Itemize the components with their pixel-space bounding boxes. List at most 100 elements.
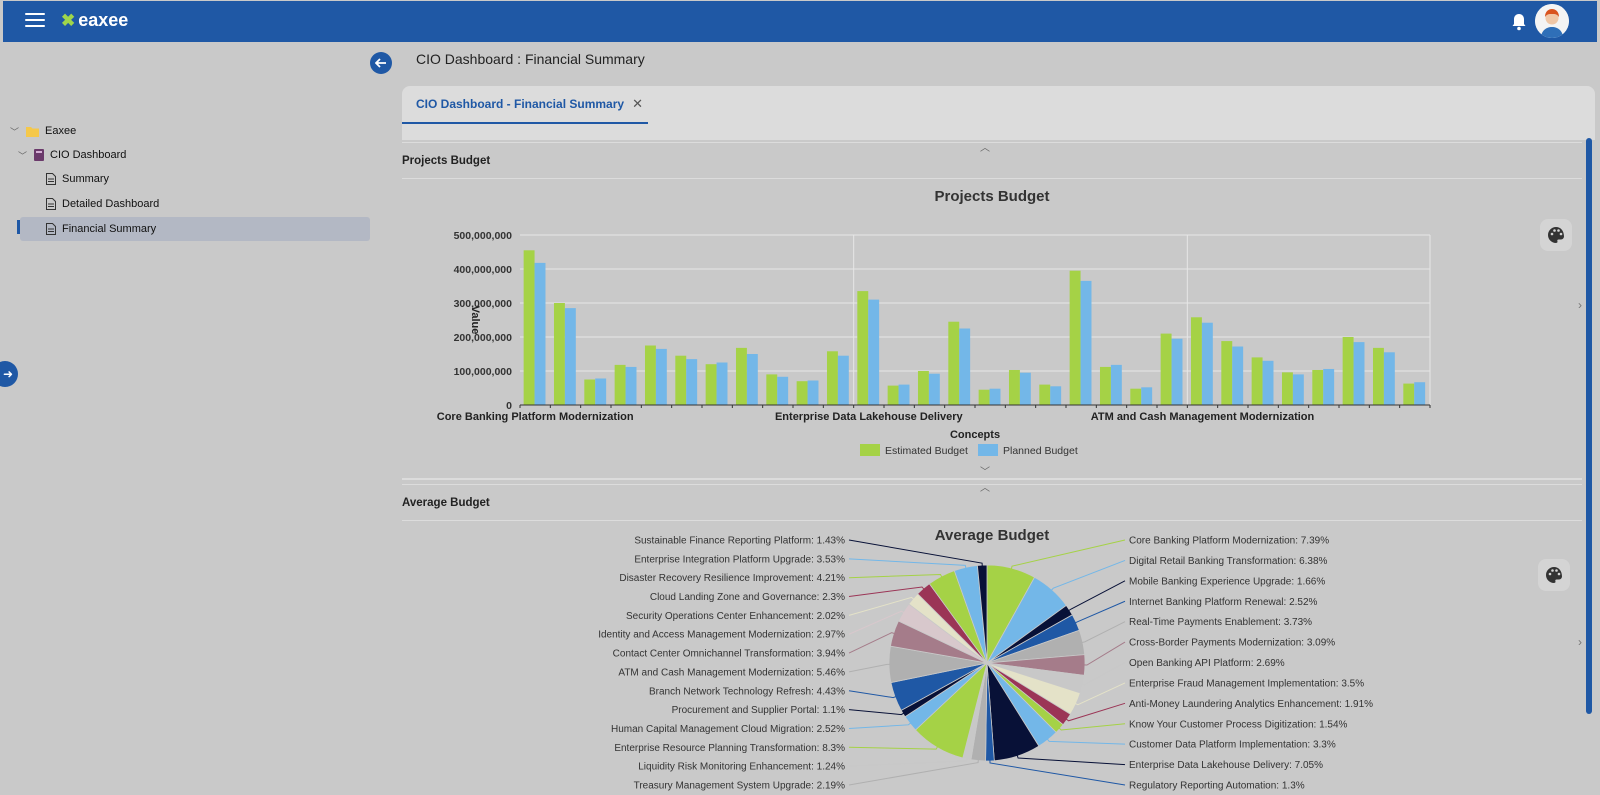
y-tick-label: 400,000,000 — [454, 264, 513, 276]
pie-label: Internet Banking Platform Renewal: 2.52% — [1129, 597, 1318, 608]
bar — [1414, 382, 1426, 405]
bar — [1292, 374, 1304, 405]
average-budget-panel: ︿ Average Budget Average Budget › Core B… — [402, 483, 1582, 792]
bar — [959, 328, 971, 405]
pie-label: Enterprise Resource Planning Transformat… — [614, 743, 845, 754]
active-indicator — [17, 220, 20, 234]
bar — [644, 345, 656, 405]
bar — [625, 366, 637, 405]
collapse-up-icon[interactable]: ︿ — [980, 483, 990, 494]
user-avatar[interactable] — [1535, 4, 1569, 38]
back-button[interactable] — [370, 52, 392, 74]
document-icon — [46, 198, 56, 210]
bar — [1251, 357, 1263, 405]
bar — [1069, 270, 1081, 405]
y-tick-label: 100,000,000 — [454, 366, 513, 378]
menu-icon[interactable] — [25, 13, 45, 29]
document-icon — [46, 173, 56, 185]
arrow-right-icon: ➜ — [2, 367, 14, 381]
pie-leader-line — [989, 756, 1126, 786]
chevron-down-icon[interactable]: ﹀ — [10, 126, 20, 137]
palette-button[interactable] — [1538, 559, 1570, 591]
bar — [686, 359, 698, 405]
sidebar-item-financial-summary[interactable]: Financial Summary — [20, 217, 370, 241]
bar — [978, 389, 990, 405]
bar — [553, 303, 565, 405]
sidebar-item-detailed-dashboard[interactable]: Detailed Dashboard — [46, 193, 159, 215]
collapse-down-icon[interactable]: ﹀ — [980, 467, 990, 478]
bar — [716, 362, 728, 405]
bar — [595, 378, 607, 405]
bar — [1201, 322, 1213, 405]
pie-leader-line — [1062, 702, 1126, 722]
bar — [1171, 338, 1183, 405]
folder-icon — [26, 126, 39, 137]
sidebar-item-cio-dashboard[interactable]: ﹀ CIO Dashboard — [18, 144, 126, 166]
sidebar-item-label: Eaxee — [45, 125, 77, 137]
pie-leader-line — [848, 663, 894, 673]
chevron-down-icon[interactable]: ﹀ — [18, 150, 28, 161]
bar — [1141, 387, 1153, 405]
bar — [837, 355, 849, 405]
pie-leader-line — [848, 690, 900, 699]
bar — [534, 262, 546, 405]
logo-mark-icon: ✖ — [61, 10, 76, 30]
sidebar-item-eaxee[interactable]: ﹀ Eaxee — [10, 120, 76, 142]
close-icon[interactable]: ✕ — [632, 96, 643, 111]
bar — [807, 380, 819, 405]
pie-label: Identity and Access Management Moderniza… — [598, 630, 845, 641]
y-axis-label: Value — [469, 306, 481, 335]
pie-label: Customer Data Platform Implementation: 3… — [1129, 740, 1336, 751]
palette-button[interactable] — [1540, 219, 1572, 251]
brand-logo[interactable]: ✖ eaxee — [61, 10, 128, 31]
sidebar-item-label: CIO Dashboard — [50, 149, 127, 161]
pie-leader-line — [1080, 641, 1126, 666]
bar — [1160, 333, 1172, 405]
panel-title: Projects Budget — [402, 155, 491, 167]
panel-header: Projects Budget — [402, 143, 1582, 179]
bar — [989, 388, 1001, 405]
chart-title: Projects Budget — [934, 188, 1050, 205]
x-tick-label: Enterprise Data Lakehouse Delivery — [775, 411, 964, 423]
palette-icon — [1548, 227, 1564, 243]
bar — [1342, 337, 1354, 405]
projects-budget-chart: 0 100,000,000 200,000,000 300,000,000 400,00… — [437, 230, 1431, 457]
sidebar-item-label: Financial Summary — [62, 223, 157, 235]
chart-title: Average Budget — [934, 527, 1050, 544]
collapse-up-icon[interactable]: ︿ — [980, 143, 990, 154]
legend-label: Planned Budget — [1003, 445, 1078, 457]
chevron-right-icon[interactable]: › — [1578, 635, 1582, 649]
pie-leader-line — [1048, 559, 1126, 594]
pie-leader-line — [1077, 662, 1126, 686]
expand-sidebar-button[interactable]: ➜ — [0, 361, 18, 387]
tab-financial-summary[interactable]: CIO Dashboard - Financial Summary ✕ — [402, 86, 648, 124]
sidebar-item-summary[interactable]: Summary — [46, 168, 109, 190]
bar — [1221, 341, 1233, 405]
pie-label: Open Banking API Platform: 2.69% — [1129, 658, 1285, 669]
bar — [887, 385, 899, 405]
bar — [1099, 366, 1111, 405]
x-tick-label: ATM and Cash Management Modernization — [1091, 411, 1315, 423]
pie-label: Procurement and Supplier Portal: 1.1% — [672, 705, 846, 716]
bar — [523, 250, 535, 405]
vertical-scrollbar[interactable] — [1586, 138, 1592, 714]
chevron-right-icon[interactable]: › — [1578, 298, 1582, 312]
bar — [1190, 317, 1202, 405]
pie-label: Sustainable Finance Reporting Platform: … — [634, 536, 845, 547]
bar — [948, 321, 960, 405]
pie-label: Regulatory Reporting Automation: 1.3% — [1129, 781, 1305, 792]
bar — [826, 351, 838, 405]
bar — [655, 348, 667, 405]
notification-bell-icon[interactable] — [1511, 13, 1527, 31]
pie-label: Enterprise Data Lakehouse Delivery: 7.05… — [1129, 760, 1323, 771]
projects-budget-panel: ︿ Projects Budget Projects Budget › 0 100… — [402, 142, 1582, 480]
pie-label: Human Capital Management Cloud Migration… — [611, 724, 845, 735]
pie-label: Anti-Money Laundering Analytics Enhancem… — [1129, 699, 1373, 710]
sidebar-item-label: Summary — [62, 173, 110, 185]
bar — [1110, 364, 1122, 405]
bar — [1323, 368, 1335, 405]
pie-leader-line — [848, 709, 908, 716]
pie-label: Disaster Recovery Resilience Improvement… — [619, 573, 845, 584]
y-tick-label: 300,000,000 — [454, 298, 513, 310]
bar — [1312, 369, 1324, 405]
